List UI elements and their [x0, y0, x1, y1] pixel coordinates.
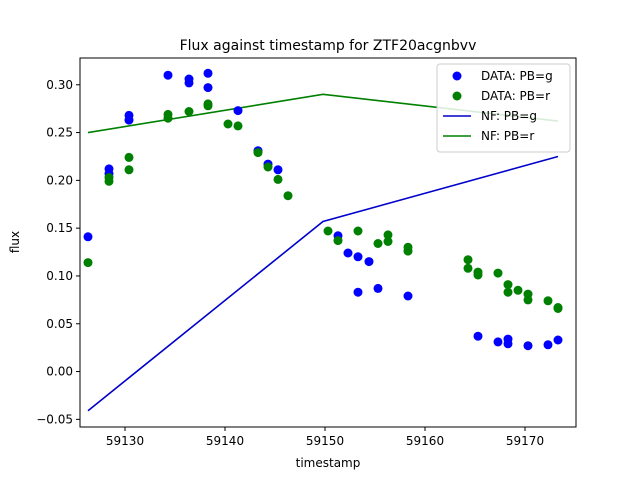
y-tick-label: 0.00 [46, 365, 73, 379]
data-point-data-pb-r-28 [493, 268, 503, 278]
x-axis-label: timestamp [296, 456, 361, 470]
legend-marker [452, 91, 462, 101]
data-point-data-pb-r-19 [373, 239, 383, 248]
data-point-data-pb-g-25 [523, 341, 533, 351]
data-point-data-pb-r-4 [124, 165, 134, 175]
y-tick-label: 0.05 [46, 317, 73, 331]
data-point-data-pb-r-3 [124, 152, 134, 162]
data-point-data-pb-r-12 [253, 148, 263, 158]
legend-box [436, 63, 571, 153]
legend-entry: NF: PB=g [481, 109, 537, 123]
data-point-data-pb-r-23 [403, 246, 413, 256]
data-point-data-pb-g-13 [273, 165, 283, 175]
y-axis: −0.05 0.00 0.05 0.10 0.15 0.20 0.25 0.30 [36, 78, 80, 426]
data-point-data-pb-r-34 [543, 296, 553, 306]
legend-marker [452, 71, 462, 81]
data-point-data-pb-g-20 [403, 291, 413, 301]
series-line-nf-pb-g [87, 155, 559, 412]
data-point-data-pb-g-21 [473, 331, 483, 341]
y-axis-label: flux [8, 231, 22, 253]
data-point-data-pb-r-25 [463, 263, 473, 273]
data-point-data-pb-r-13 [263, 162, 273, 172]
plot-area [79, 57, 577, 428]
data-point-data-pb-g-16 [353, 252, 363, 262]
data-point-data-pb-r-10 [223, 119, 233, 129]
data-point-data-pb-r-20 [383, 230, 393, 240]
data-point-data-pb-g-22 [493, 337, 503, 347]
data-point-data-pb-r-21 [383, 237, 393, 246]
data-point-data-pb-g-8 [203, 68, 213, 78]
data-point-data-pb-r-14 [273, 174, 283, 184]
legend-entry: DATA: PB=g [481, 69, 553, 83]
data-point-data-pb-r-16 [323, 226, 333, 236]
y-tick-label: 0.10 [46, 269, 73, 283]
legend-entry: DATA: PB=r [481, 89, 550, 103]
data-point-data-pb-r-18 [353, 226, 363, 236]
data-point-data-pb-g-19 [373, 283, 383, 293]
data-point-data-pb-r-30 [503, 287, 513, 297]
data-point-data-pb-r-2 [104, 176, 114, 186]
data-point-data-pb-r-29 [503, 280, 513, 290]
data-point-data-pb-r-33 [523, 295, 533, 305]
legend-entry: NF: PB=r [481, 129, 534, 143]
data-point-data-pb-r-27 [473, 270, 483, 280]
data-point-data-pb-r-15 [283, 191, 293, 201]
axes-frame [79, 57, 577, 428]
x-tick-label: 59140 [206, 434, 244, 448]
data-point-data-pb-g-0 [83, 232, 93, 242]
data-point-data-pb-r-11 [233, 121, 243, 131]
x-tick-label: 59160 [406, 434, 444, 448]
data-point-data-pb-r-0 [83, 258, 93, 268]
data-point-data-pb-r-17 [333, 236, 343, 246]
y-tick-label: 0.30 [46, 78, 73, 92]
y-tick-label: 0.15 [46, 221, 73, 235]
y-tick-label: 0.25 [46, 126, 73, 140]
data-point-data-pb-g-18 [364, 257, 374, 267]
x-tick-label: 59170 [506, 434, 544, 448]
data-point-data-pb-r-9 [203, 101, 213, 111]
data-point-data-pb-r-31 [513, 285, 523, 295]
data-point-data-pb-g-15 [343, 248, 353, 258]
x-tick-label: 59150 [306, 434, 344, 448]
data-point-data-pb-r-24 [463, 255, 473, 265]
y-tick-label: −0.05 [36, 412, 73, 426]
data-point-data-pb-g-26 [543, 340, 553, 350]
x-axis: 59130 59140 59150 59160 59170 [106, 427, 544, 448]
chart-title: Flux against timestamp for ZTF20acgnbvv [180, 38, 477, 54]
data-point-data-pb-g-17 [353, 287, 363, 297]
data-point-data-pb-g-24 [503, 339, 513, 349]
data-point-data-pb-g-4 [124, 115, 134, 125]
data-point-data-pb-g-7 [184, 78, 194, 88]
data-point-data-pb-g-9 [203, 83, 213, 93]
data-point-data-pb-g-5 [163, 70, 173, 80]
data-point-data-pb-r-7 [184, 107, 194, 116]
data-point-data-pb-g-27 [553, 335, 563, 345]
data-point-data-pb-r-6 [163, 113, 173, 123]
data-point-data-pb-r-36 [553, 304, 563, 313]
data-point-data-pb-g-10 [233, 106, 243, 116]
x-tick-label: 59130 [106, 434, 144, 448]
legend: DATA: PB=g DATA: PB=r NF: PB=g NF: PB=r [436, 63, 571, 153]
y-tick-label: 0.20 [46, 173, 73, 187]
